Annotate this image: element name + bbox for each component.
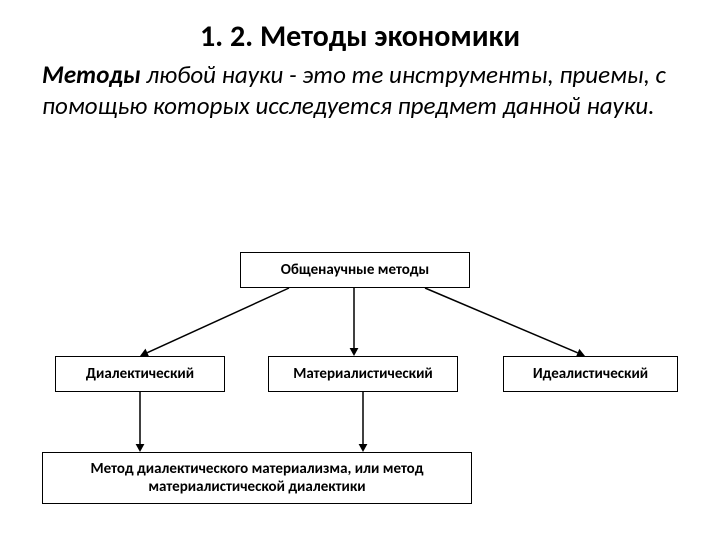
slide-title: 1. 2. Методы экономики [0,18,720,55]
node-bottom: Метод диалектического материализма, или … [42,452,472,504]
node-left-label: Диалектический [86,365,194,383]
node-bottom-label: Метод диалектического материализма, или … [49,460,465,496]
node-top-label: Общенаучные методы [281,261,429,279]
node-right-label: Идеалистический [533,365,648,383]
definition-paragraph: Методы любой науки - это те инструменты,… [42,60,682,121]
node-left: Диалектический [55,356,225,392]
definition-lead: Методы [42,59,141,90]
slide-container: 1. 2. Методы экономики Методы любой наук… [0,0,720,540]
node-mid: Материалистический [268,356,458,392]
node-top: Общенаучные методы [240,252,470,288]
node-right: Идеалистический [503,356,678,392]
node-mid-label: Материалистический [293,365,433,383]
